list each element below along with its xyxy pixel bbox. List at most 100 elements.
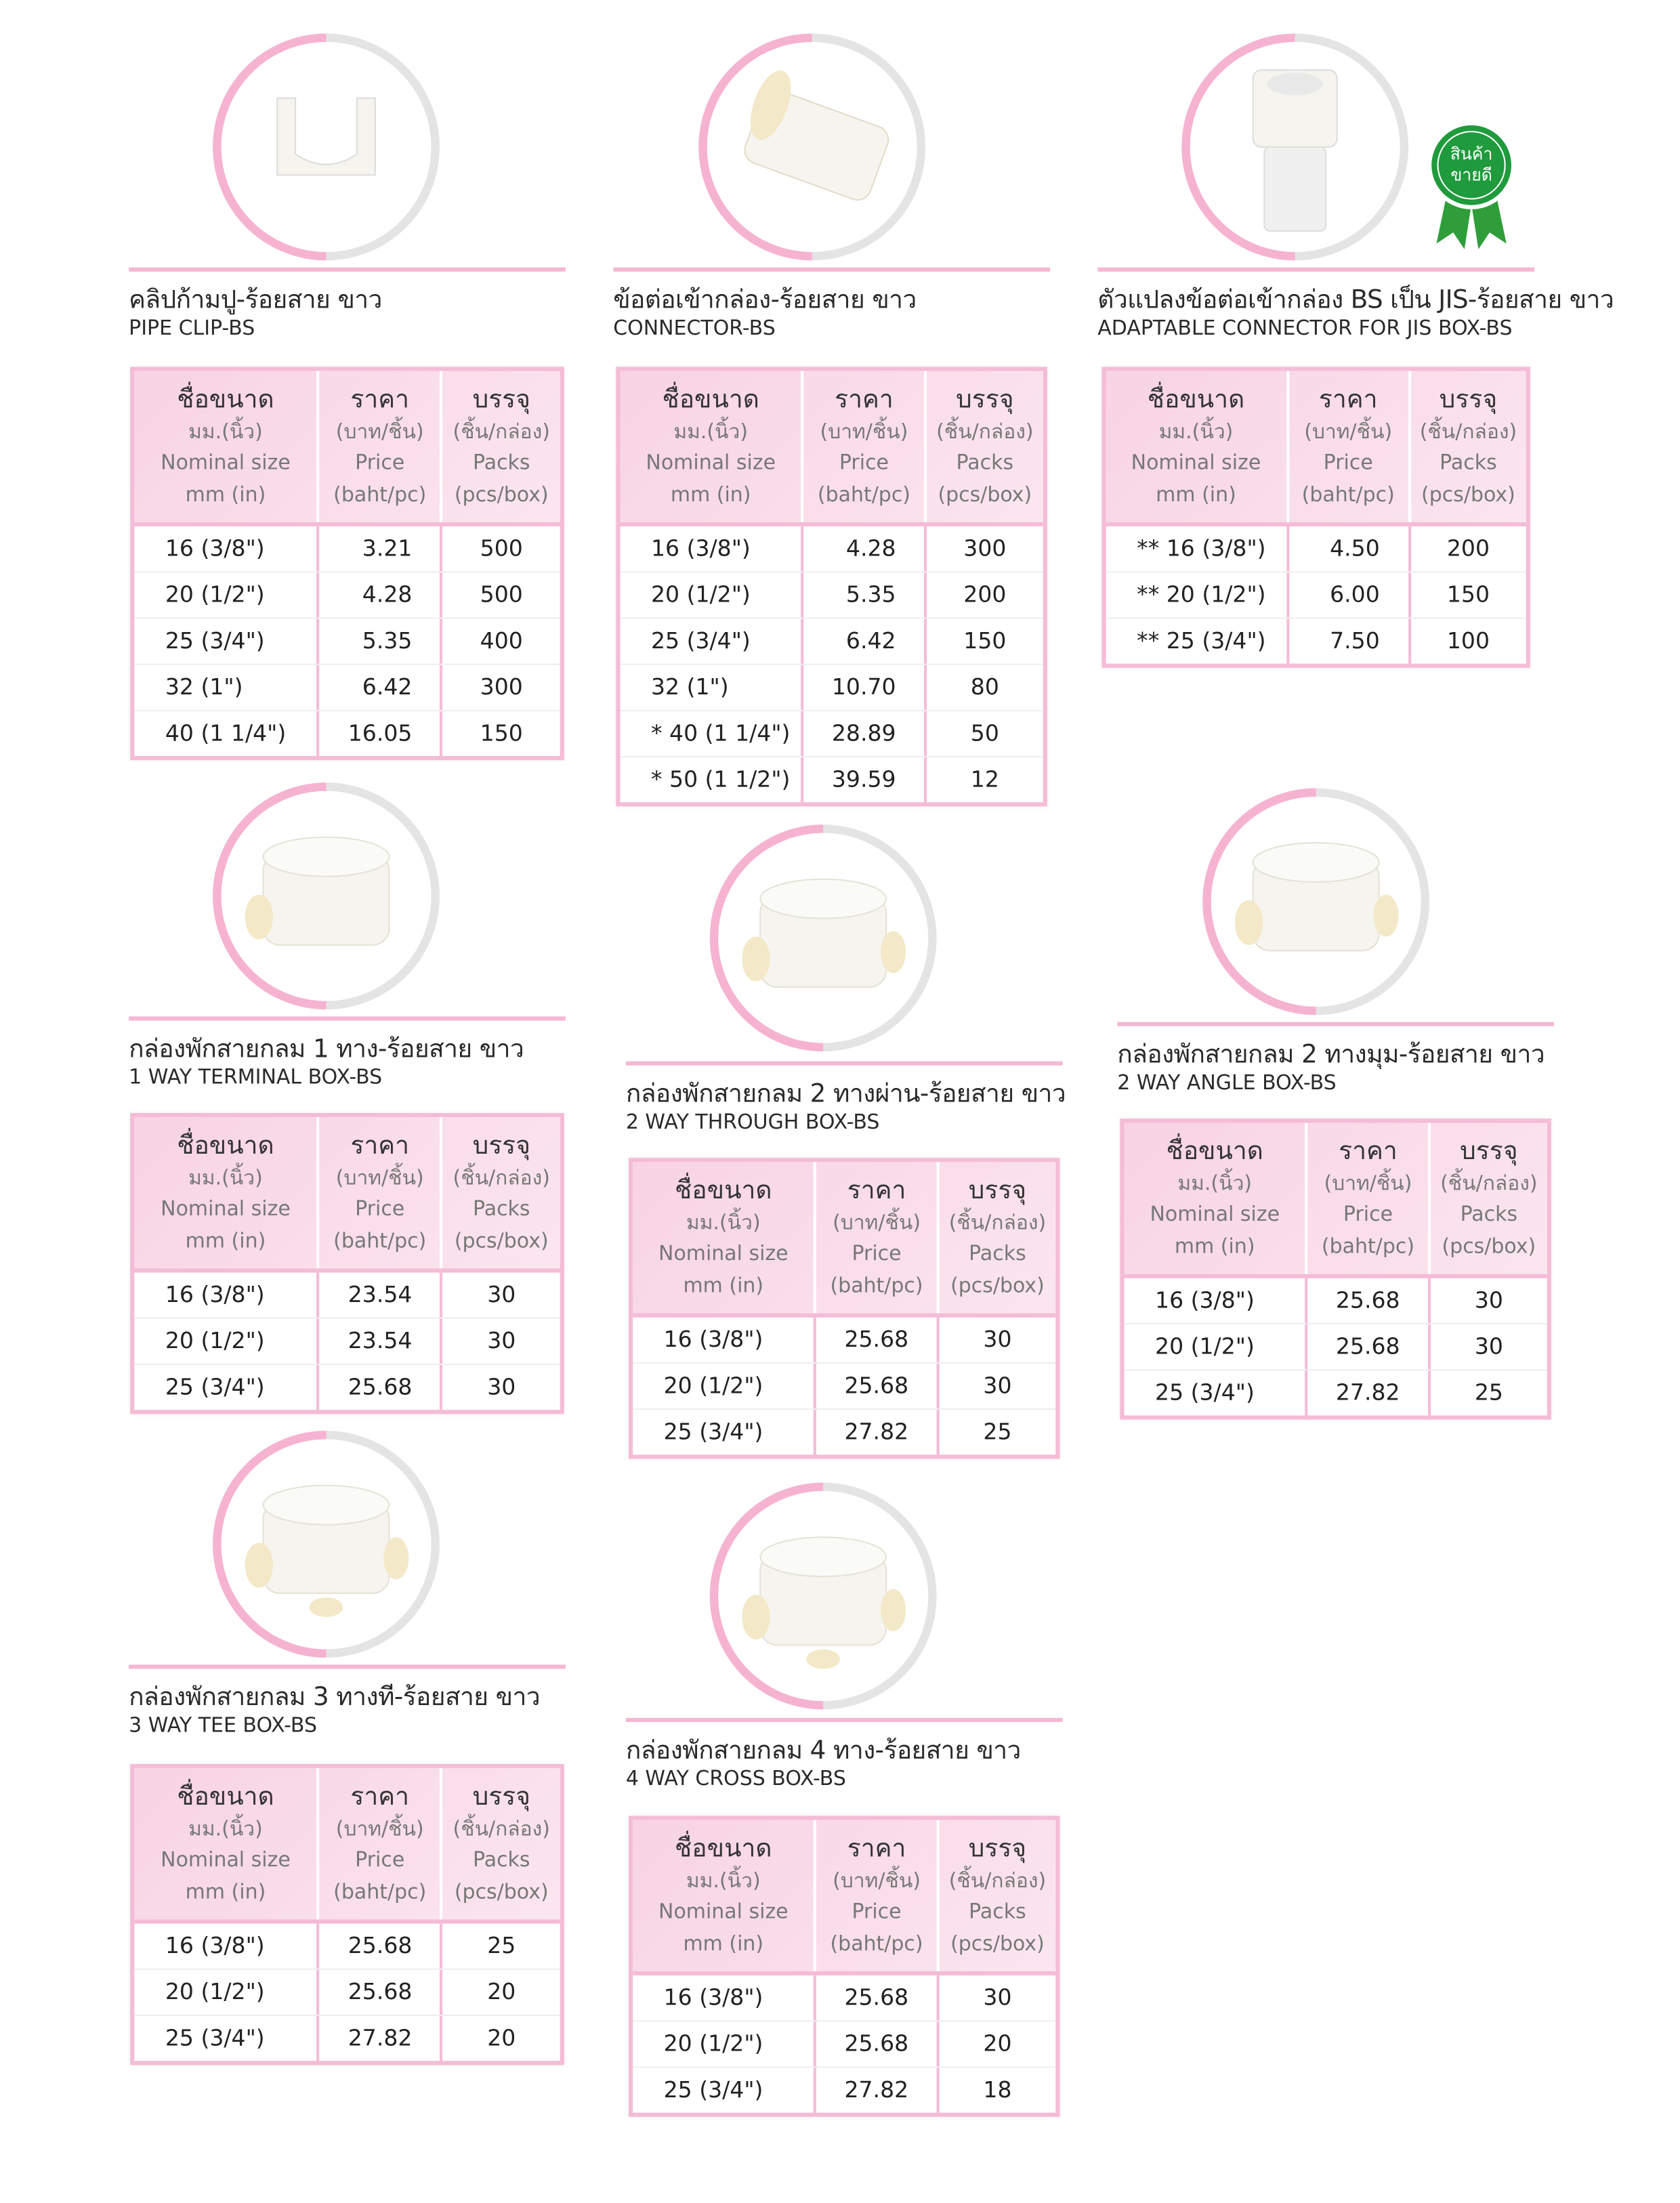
header-cell: ราคา (บาท/ชิ้น) Price (baht/pc) bbox=[320, 1768, 443, 1920]
table-cell: 25.68 bbox=[320, 1923, 443, 1969]
outlet bbox=[1234, 900, 1263, 946]
header-cell: ชื่อขนาด มม.(นิ้ว) Nominal size mm (in) bbox=[1106, 371, 1289, 522]
lid bbox=[759, 1536, 887, 1578]
table-cell: 80 bbox=[970, 673, 999, 700]
header-text: มม.(นิ้ว) bbox=[673, 421, 749, 444]
header-text: (pcs/box) bbox=[950, 1274, 1045, 1297]
opening bbox=[750, 70, 791, 140]
table-header: ชื่อขนาด มม.(นิ้ว) Nominal size mm (in) ราคา… bbox=[1106, 371, 1526, 527]
header-text: ชื่อขนาด bbox=[1166, 1137, 1263, 1167]
product-image bbox=[1181, 33, 1409, 261]
table-row: 20 (1/2") 4.28 500 bbox=[134, 572, 560, 619]
header-text: (pcs/box) bbox=[454, 1230, 549, 1253]
title-english: CONNECTOR-BS bbox=[613, 318, 776, 341]
header-text: ชื่อขนาด bbox=[177, 385, 274, 415]
header-text: ชื่อขนาด bbox=[675, 1834, 772, 1864]
table-cell: 12 bbox=[970, 765, 999, 793]
price-table: ชื่อขนาด มม.(นิ้ว) Nominal size mm (in) ราคา… bbox=[130, 1764, 564, 2065]
header-text: ราคา bbox=[350, 385, 410, 415]
table-cell: 30 bbox=[983, 1372, 1012, 1399]
title-english: 3 WAY TEE BOX-BS bbox=[129, 1715, 317, 1738]
header-text: (บาท/ชิ้น) bbox=[833, 1211, 921, 1234]
title-thai: คลิปก้ามปู-ร้อยสาย ขาว bbox=[129, 285, 382, 316]
header-text: มม.(นิ้ว) bbox=[1177, 1172, 1253, 1195]
table-cell: 20 (1/2") bbox=[134, 1969, 320, 2015]
price-table: ชื่อขนาด มม.(นิ้ว) Nominal size mm (in) ราคา… bbox=[130, 366, 564, 761]
header-text: Nominal size bbox=[1131, 452, 1261, 475]
header-text: mm (in) bbox=[185, 1881, 266, 1904]
header-text: Price bbox=[355, 452, 405, 475]
ring-accent bbox=[1181, 33, 1295, 261]
table-row: 25 (3/4") 27.82 20 bbox=[134, 2016, 560, 2061]
table-cell: 500 bbox=[480, 581, 523, 608]
table-header: ชื่อขนาด มม.(นิ้ว) Nominal size mm (in) ราคา… bbox=[1124, 1123, 1547, 1278]
table-cell: 6.00 bbox=[1288, 572, 1411, 618]
badge-text: สินค้า bbox=[1450, 144, 1493, 164]
header-text: (ชิ้น/กล่อง) bbox=[936, 421, 1034, 444]
header-cell: บรรจุ (ชิ้น/กล่อง) Packs (pcs/box) bbox=[940, 1162, 1056, 1313]
table-row: 20 (1/2") 5.35 200 bbox=[620, 572, 1043, 619]
table-cell: 28.89 bbox=[804, 711, 927, 757]
table-row: 32 (1") 6.42 300 bbox=[134, 665, 560, 711]
table-cell: 39.59 bbox=[804, 757, 927, 803]
table-cell: 16 (3/8") bbox=[1125, 1278, 1309, 1324]
header-text: mm (in) bbox=[683, 1274, 764, 1297]
table-cell: 25 (3/4") bbox=[621, 618, 805, 664]
product-image bbox=[709, 1482, 937, 1710]
price-table: ชื่อขนาด มม.(นิ้ว) Nominal size mm (in) ราคา… bbox=[1120, 1118, 1551, 1420]
table-header: ชื่อขนาด มม.(นิ้ว) Nominal size mm (in) ราคา… bbox=[134, 1117, 560, 1273]
header-cell: ชื่อขนาด มม.(นิ้ว) Nominal size mm (in) bbox=[633, 1162, 817, 1314]
price-table: ชื่อขนาด มม.(นิ้ว) Nominal size mm (in) ราคา… bbox=[1101, 366, 1530, 668]
table-row: 16 (3/8") 25.68 30 bbox=[633, 1975, 1056, 2022]
header-text: ชื่อขนาด bbox=[177, 1131, 274, 1161]
header-text: Packs bbox=[969, 1901, 1026, 1924]
table-cell: 5.35 bbox=[804, 572, 927, 618]
table-row: 20 (1/2") 25.68 20 bbox=[134, 1969, 560, 2017]
header-cell: ชื่อขนาด มม.(นิ้ว) Nominal size mm (in) bbox=[633, 1820, 817, 1971]
outlet bbox=[245, 1543, 274, 1588]
table-cell: 32 (1") bbox=[134, 665, 320, 710]
table-cell: 6.42 bbox=[804, 618, 927, 664]
price-table: ชื่อขนาด มม.(นิ้ว) Nominal size mm (in) ราคา… bbox=[628, 1158, 1060, 1459]
table-cell: 200 bbox=[1446, 534, 1490, 562]
header-text: Nominal size bbox=[658, 1901, 789, 1924]
header-cell: บรรจุ (ชิ้น/กล่อง) Packs (pcs/box) bbox=[940, 1820, 1056, 1971]
header-text: Price bbox=[839, 452, 889, 475]
header-cell: ชื่อขนาด มม.(นิ้ว) Nominal size mm (in) bbox=[1125, 1123, 1309, 1274]
table-cell: 16.05 bbox=[320, 711, 443, 757]
header-cell: ชื่อขนาด มม.(นิ้ว) Nominal size mm (in) bbox=[621, 371, 805, 522]
header-cell: ราคา (บาท/ชิ้น) Price (baht/pc) bbox=[804, 371, 927, 522]
table-cell: 20 bbox=[487, 1978, 516, 2005]
table-cell: 20 (1/2") bbox=[621, 572, 805, 618]
header-text: บรรจุ bbox=[956, 385, 1014, 415]
ring-accent bbox=[1202, 788, 1316, 1015]
table-cell: 150 bbox=[1446, 581, 1490, 608]
header-text: Nominal size bbox=[1150, 1204, 1280, 1227]
table-cell: 4.28 bbox=[320, 572, 443, 618]
table-cell: 16 (3/8") bbox=[134, 526, 320, 572]
header-text: (ชิ้น/กล่อง) bbox=[453, 1818, 550, 1841]
header-text: Packs bbox=[969, 1243, 1026, 1266]
table-cell: 30 bbox=[487, 1327, 516, 1354]
header-text: มม.(นิ้ว) bbox=[686, 1211, 761, 1234]
table-row: 25 (3/4") 27.82 25 bbox=[633, 1410, 1055, 1455]
header-text: (ชิ้น/กล่อง) bbox=[453, 421, 550, 444]
lid bbox=[1252, 842, 1380, 883]
table-cell: 20 (1/2") bbox=[633, 1363, 817, 1409]
table-row: 16 (3/8") 25.68 30 bbox=[1124, 1278, 1547, 1325]
table-row: 16 (3/8") 25.68 30 bbox=[633, 1317, 1056, 1364]
table-cell: 30 bbox=[1474, 1333, 1503, 1360]
title-thai: ตัวแปลงข้อต่อเข้ากล่อง BS เป็น JIS-ร้อยส… bbox=[1097, 285, 1614, 316]
title-english: 2 WAY THROUGH BOX-BS bbox=[625, 1111, 880, 1135]
header-text: ชื่อขนาด bbox=[1147, 385, 1245, 415]
header-cell: ชื่อขนาด มม.(นิ้ว) Nominal size mm (in) bbox=[134, 1768, 320, 1920]
title-thai: กล่องพักสายกลม 4 ทาง-ร้อยสาย ขาว bbox=[625, 1736, 1022, 1766]
header-text: (pcs/box) bbox=[1421, 484, 1515, 507]
table-cell: 300 bbox=[963, 534, 1007, 562]
header-text: ราคา bbox=[350, 1131, 410, 1161]
header-text: ราคา bbox=[1318, 385, 1378, 415]
table-row: 25 (3/4") 5.35 400 bbox=[134, 618, 560, 665]
header-cell: ราคา (บาท/ชิ้น) Price (baht/pc) bbox=[817, 1162, 940, 1314]
header-text: (บาท/ชิ้น) bbox=[335, 1167, 424, 1190]
